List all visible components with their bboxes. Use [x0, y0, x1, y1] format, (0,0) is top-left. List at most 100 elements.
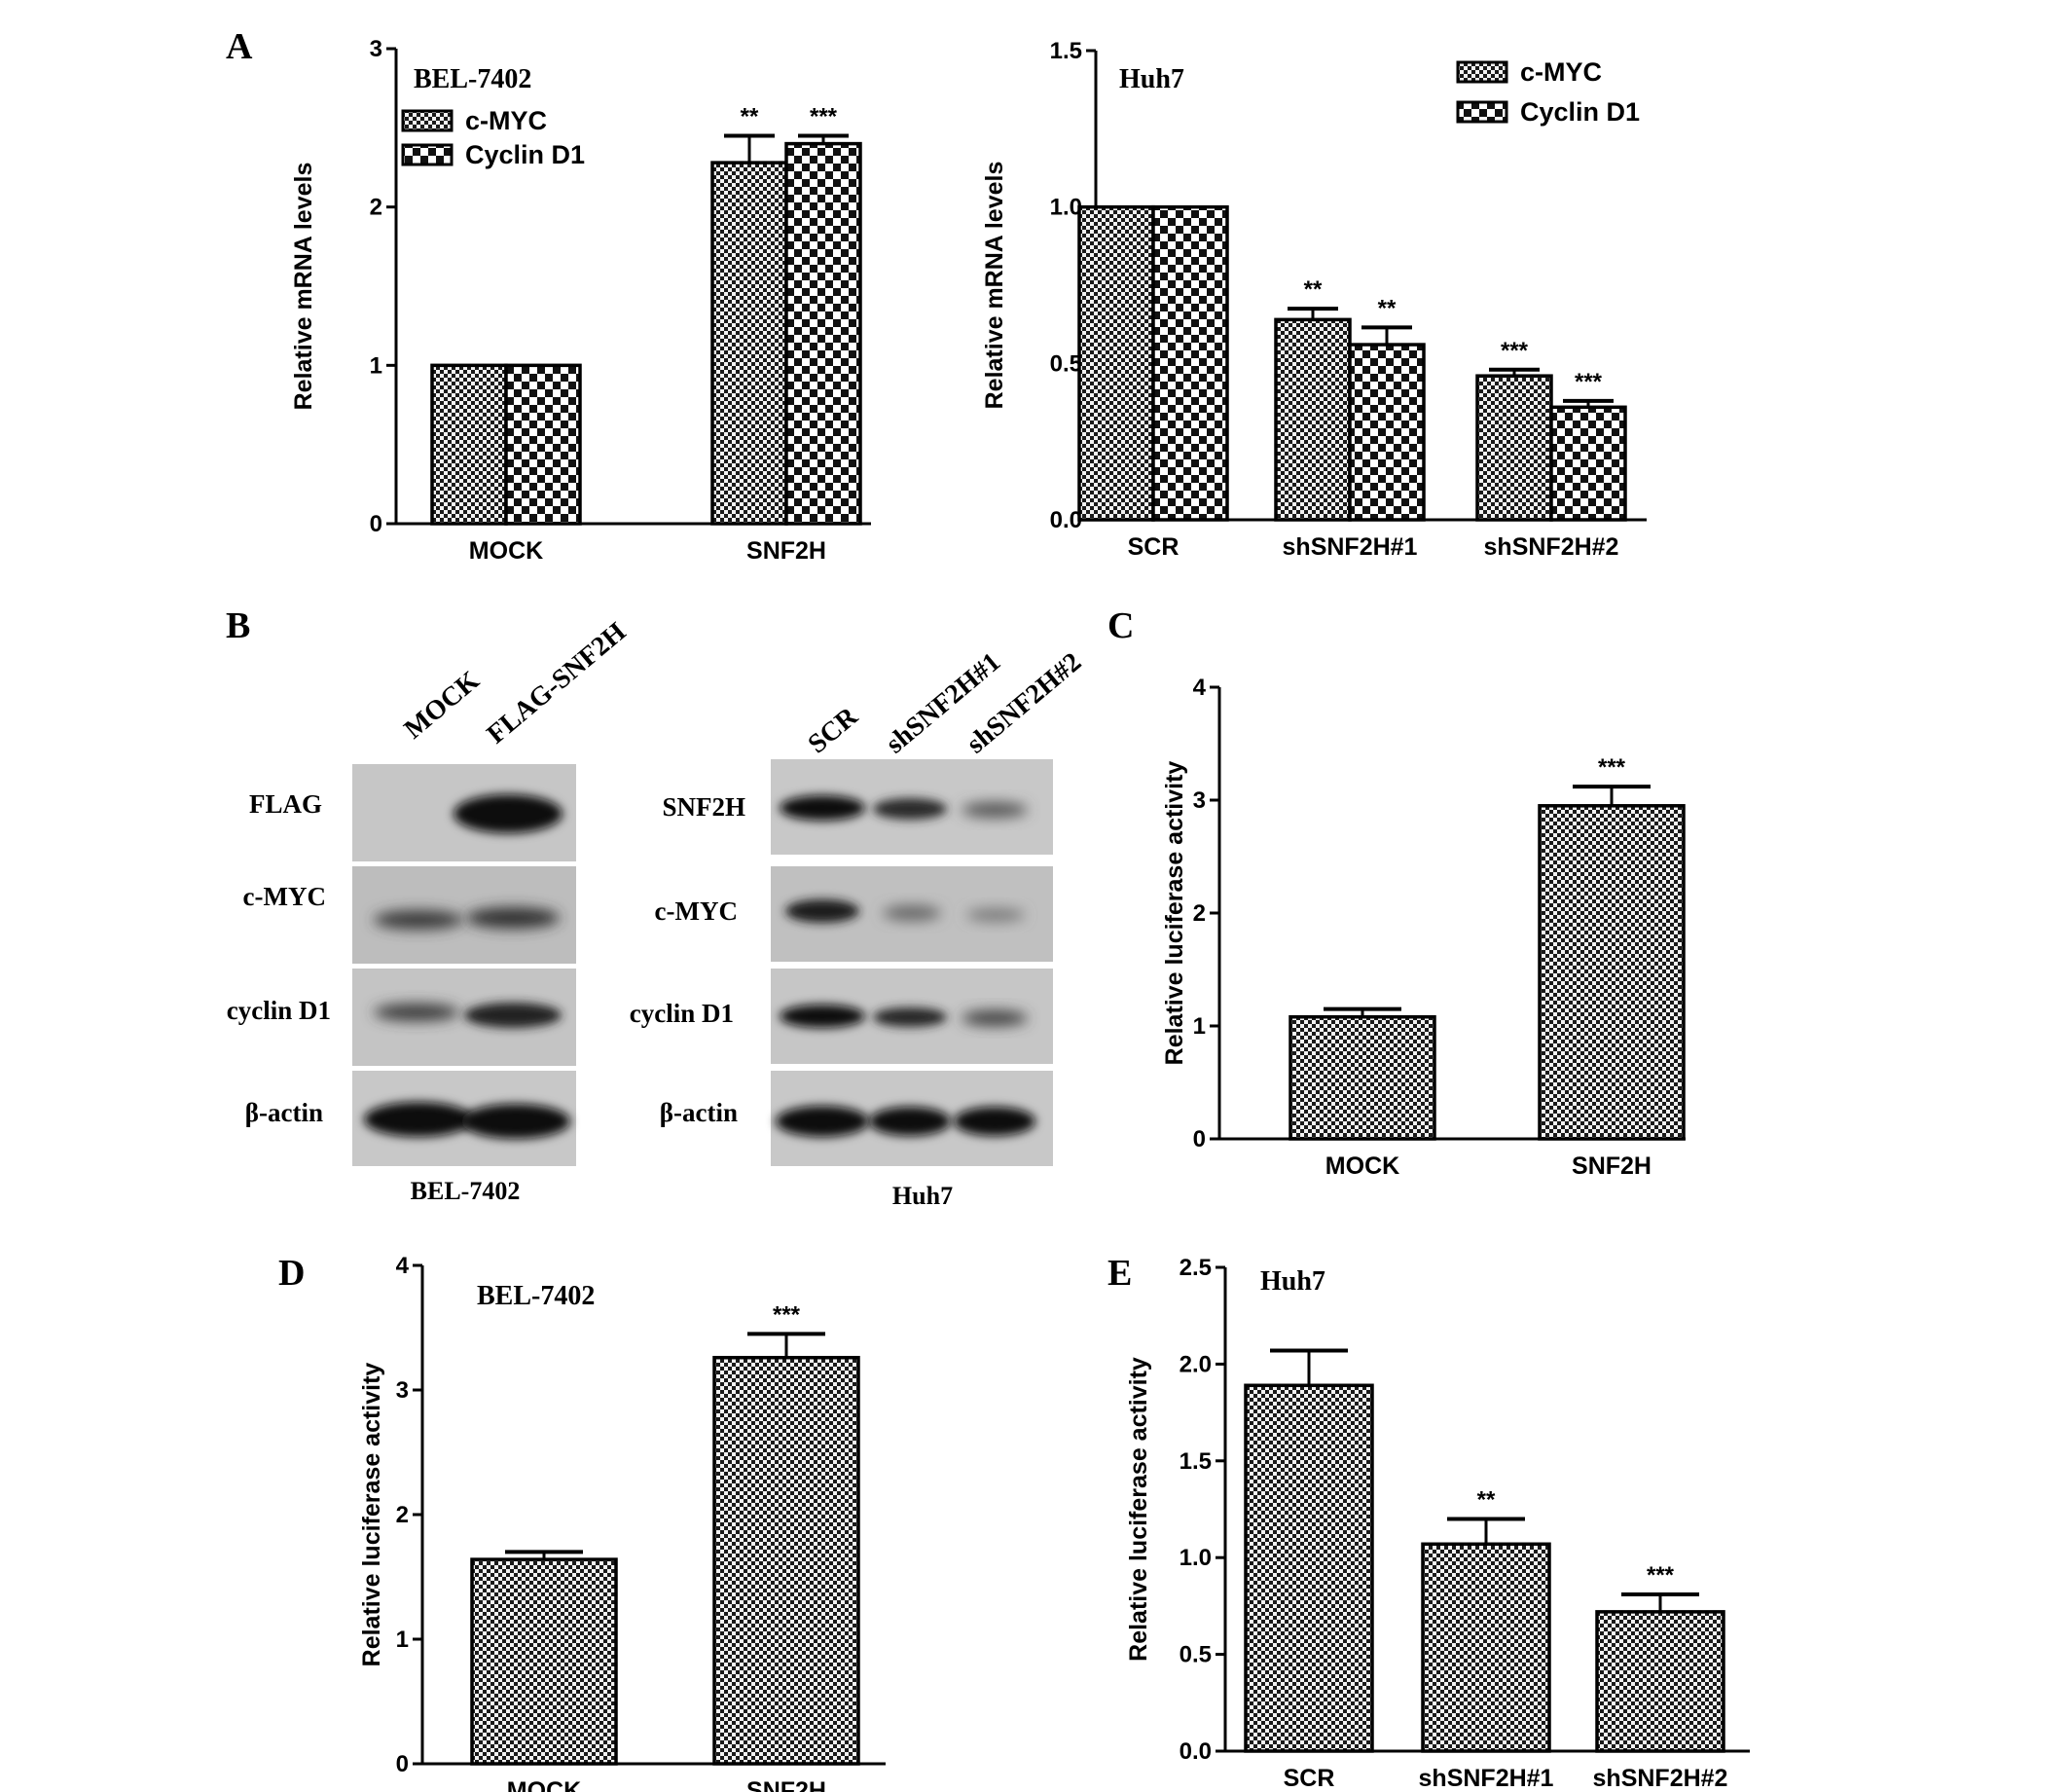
chart-title: Huh7	[1260, 1266, 1325, 1297]
x-category-label: MOCK	[1325, 1152, 1399, 1180]
panel-label-d: D	[278, 1253, 305, 1294]
blot-band	[780, 1005, 865, 1028]
blot-band	[364, 1102, 473, 1137]
blot-band	[873, 1007, 947, 1027]
bar	[1348, 343, 1426, 522]
significance-label: **	[1304, 276, 1323, 303]
x-category-label: shSNF2H#1	[1283, 533, 1418, 561]
bar	[1475, 374, 1553, 522]
panel-label-b: B	[226, 605, 250, 646]
blot-cell-line: Huh7	[892, 1182, 953, 1210]
x-category-label: SNF2H	[746, 1777, 826, 1792]
western-blot-bel7402: MOCK FLAG-SNF2H FLAG c-MYC cyclin D1 β-a…	[227, 616, 633, 1205]
blot-band	[785, 899, 859, 923]
y-tick-label: 0.0	[1050, 507, 1082, 533]
blot-band	[962, 802, 1028, 818]
blot-band	[374, 910, 463, 930]
bar	[784, 141, 862, 526]
chart-e-huh7-luciferase: 0.0 0.5 1.0 1.5 2.0 2.5 Relative luciferase ac…	[1125, 1255, 1750, 1792]
x-category-label: shSNF2H#1	[1419, 1765, 1554, 1792]
bar	[1549, 405, 1627, 522]
blot-band	[780, 795, 865, 821]
blot-band	[966, 908, 1025, 922]
bar	[1244, 1383, 1374, 1753]
significance-label: **	[1477, 1486, 1496, 1513]
y-axis-label: Relative luciferase activity	[1125, 1357, 1152, 1662]
y-tick-label: 2	[370, 195, 382, 221]
significance-label: ***	[1647, 1562, 1675, 1589]
x-category-label: shSNF2H#2	[1484, 533, 1619, 561]
y-tick-label: 3	[370, 36, 382, 62]
x-category-label: MOCK	[469, 537, 543, 565]
blot-band	[464, 1003, 562, 1028]
y-tick-label: 0	[396, 1751, 409, 1777]
chart-title: BEL-7402	[477, 1281, 595, 1311]
y-tick-label: 1	[370, 352, 382, 379]
blot-column-label: FLAG-SNF2H	[482, 616, 633, 750]
y-tick-label: 1	[1193, 1013, 1206, 1040]
y-tick-label: 2	[396, 1502, 409, 1528]
blot-band	[883, 905, 941, 921]
x-category-label: SCR	[1128, 533, 1180, 561]
x-category-label: SNF2H	[1572, 1152, 1652, 1180]
chart-title: Huh7	[1119, 64, 1184, 94]
legend-swatch	[1456, 60, 1508, 84]
blot-row-label: cyclin D1	[630, 999, 734, 1028]
blot-band	[374, 1004, 459, 1021]
western-blot-huh7: SCR shSNF2H#1 shSNF2H#2 SNF2H c-MYC cycl…	[630, 647, 1087, 1210]
y-tick-label: 4	[396, 1253, 410, 1279]
y-tick-label: 0.0	[1180, 1738, 1212, 1765]
bar	[1077, 204, 1155, 522]
legend-label: Cyclin D1	[465, 140, 585, 169]
blot-band	[776, 1106, 869, 1137]
blot-row-label: SNF2H	[662, 792, 745, 822]
significance-label: ***	[1598, 754, 1626, 781]
panel-label-e: E	[1107, 1253, 1132, 1294]
bar	[470, 1557, 618, 1766]
y-tick-label: 0.5	[1050, 350, 1082, 377]
y-tick-label: 1	[396, 1627, 409, 1653]
bar	[1595, 1610, 1725, 1753]
significance-label: ***	[1575, 369, 1603, 395]
legend-label: c-MYC	[465, 106, 547, 135]
blot-row-label: FLAG	[249, 789, 322, 819]
blot-row-label: β-actin	[245, 1098, 323, 1127]
blot-row-label: β-actin	[660, 1098, 738, 1127]
y-tick-label: 0.5	[1180, 1642, 1212, 1668]
y-tick-label: 3	[1193, 787, 1206, 814]
y-axis-label: Relative mRNA levels	[290, 163, 317, 411]
y-axis-label: Relative luciferase activity	[358, 1363, 385, 1667]
bar	[1289, 1014, 1436, 1141]
y-tick-label: 1.0	[1050, 195, 1082, 221]
y-tick-label: 3	[396, 1377, 409, 1404]
blot-band	[869, 1107, 951, 1136]
blot-column-label: SCR	[803, 701, 864, 759]
panel-label-a: A	[226, 26, 253, 67]
legend-swatch	[401, 143, 454, 166]
legend-label: Cyclin D1	[1520, 97, 1640, 127]
blot-row-label: c-MYC	[243, 882, 326, 911]
y-tick-label: 4	[1193, 675, 1207, 701]
y-tick-label: 0	[370, 511, 382, 537]
y-axis-label: Relative mRNA levels	[981, 162, 1008, 410]
blot-band	[873, 798, 947, 820]
y-tick-label: 2	[1193, 900, 1206, 927]
x-category-label: shSNF2H#2	[1593, 1765, 1728, 1792]
y-axis-label: Relative luciferase activity	[1161, 761, 1188, 1066]
bar	[710, 161, 788, 526]
significance-label: ***	[810, 103, 838, 129]
y-tick-label: 1.0	[1180, 1545, 1212, 1571]
x-category-label: SNF2H	[746, 537, 826, 565]
bar	[1151, 204, 1229, 522]
bar	[1538, 804, 1686, 1141]
blot-column-label: MOCK	[399, 665, 486, 745]
x-category-label: MOCK	[507, 1777, 581, 1792]
chart-c-luciferase: 0 1 2 3 4 Relative luciferase activity *** MOCK…	[1161, 675, 1686, 1180]
legend-swatch	[401, 109, 454, 132]
bar	[504, 363, 582, 526]
blot-band	[466, 907, 560, 929]
panel-label-c: C	[1107, 605, 1134, 646]
blot-band	[454, 794, 563, 833]
